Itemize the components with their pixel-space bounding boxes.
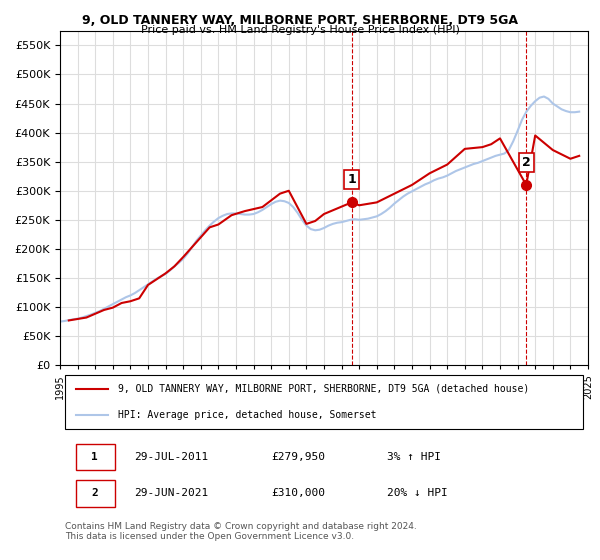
FancyBboxPatch shape bbox=[65, 375, 583, 430]
Text: 2: 2 bbox=[522, 156, 530, 169]
Text: 2: 2 bbox=[91, 488, 98, 498]
Text: Contains HM Land Registry data © Crown copyright and database right 2024.
This d: Contains HM Land Registry data © Crown c… bbox=[65, 521, 417, 541]
Text: £279,950: £279,950 bbox=[271, 452, 325, 462]
FancyBboxPatch shape bbox=[76, 444, 115, 470]
Text: 9, OLD TANNERY WAY, MILBORNE PORT, SHERBORNE, DT9 5GA: 9, OLD TANNERY WAY, MILBORNE PORT, SHERB… bbox=[82, 14, 518, 27]
Text: 1: 1 bbox=[347, 173, 356, 186]
Text: Price paid vs. HM Land Registry's House Price Index (HPI): Price paid vs. HM Land Registry's House … bbox=[140, 25, 460, 35]
Text: 29-JUL-2011: 29-JUL-2011 bbox=[134, 452, 208, 462]
Text: £310,000: £310,000 bbox=[271, 488, 325, 498]
Text: 20% ↓ HPI: 20% ↓ HPI bbox=[388, 488, 448, 498]
Text: 29-JUN-2021: 29-JUN-2021 bbox=[134, 488, 208, 498]
Text: 3% ↑ HPI: 3% ↑ HPI bbox=[388, 452, 442, 462]
Text: HPI: Average price, detached house, Somerset: HPI: Average price, detached house, Some… bbox=[118, 410, 377, 421]
FancyBboxPatch shape bbox=[76, 480, 115, 506]
Text: 9, OLD TANNERY WAY, MILBORNE PORT, SHERBORNE, DT9 5GA (detached house): 9, OLD TANNERY WAY, MILBORNE PORT, SHERB… bbox=[118, 384, 529, 394]
Text: 1: 1 bbox=[91, 452, 98, 462]
